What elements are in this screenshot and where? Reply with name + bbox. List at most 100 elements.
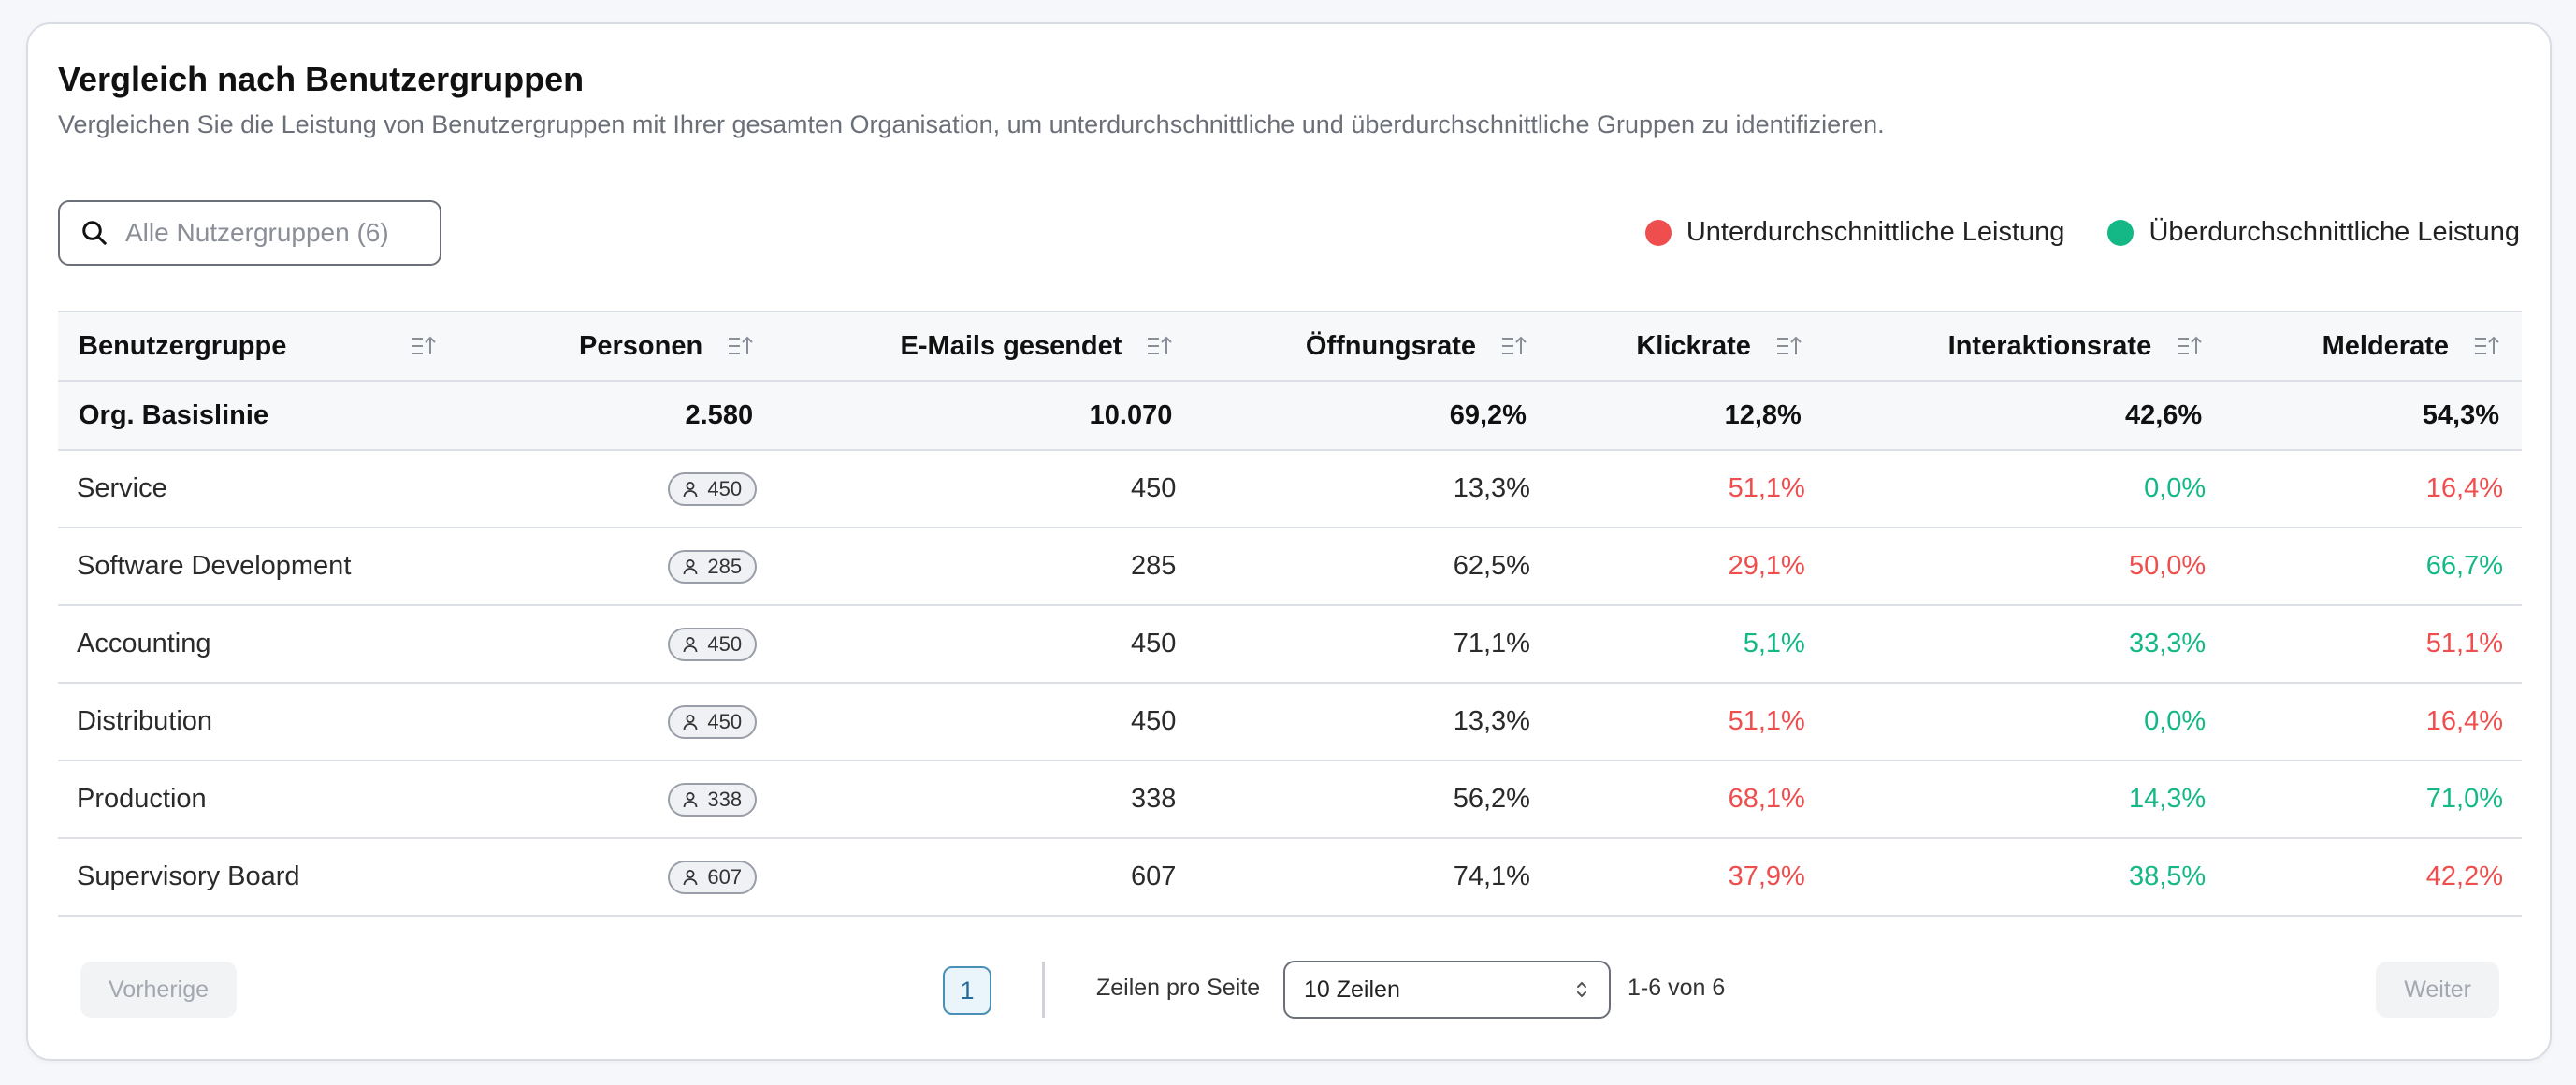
baseline-emails: 10.070: [1089, 399, 1173, 430]
column-header-label: Melderate: [2322, 330, 2450, 361]
table-row[interactable]: Accounting 450 450 71,1% 5,1% 33,3% 51,1%: [58, 606, 2522, 684]
table-row[interactable]: Service 450 450 13,3% 51,1% 0,0% 16,4%: [58, 451, 2522, 528]
sort-icon[interactable]: [1775, 334, 1803, 358]
below-average-dot: [1644, 219, 1672, 246]
click-rate: 51,1%: [1728, 706, 1805, 736]
column-header-emails[interactable]: E-Mails gesendet: [775, 331, 1194, 362]
click-rate: 68,1%: [1728, 784, 1805, 814]
search-box[interactable]: [58, 200, 441, 266]
people-count: 450: [707, 476, 743, 500]
emails-sent: 450: [1130, 473, 1177, 503]
baseline-click-rate: 12,8%: [1724, 399, 1802, 430]
interaction-rate: 50,0%: [2128, 551, 2207, 581]
sort-icon[interactable]: [1500, 334, 1528, 358]
chevron-up-down-icon: [1577, 982, 1586, 997]
legend-item-below: Unterdurchschnittliche Leistung: [1644, 217, 2065, 248]
baseline-row: Org. Basislinie 2.580 10.070 69,2% 12,8%…: [58, 382, 2522, 451]
people-cell: 450: [468, 704, 775, 739]
report-rate: 71,0%: [2425, 784, 2504, 814]
group-name: Distribution: [77, 706, 213, 736]
column-header-open-rate[interactable]: Öffnungsrate: [1194, 331, 1549, 362]
table-header-row: Benutzergruppe Personen E-Mails gesendet…: [58, 311, 2522, 382]
column-header-interaction-rate[interactable]: Interaktionsrate: [1824, 331, 2224, 362]
rows-per-page-select[interactable]: 10 Zeilen: [1283, 961, 1611, 1019]
people-count: 607: [707, 864, 743, 889]
people-cell: 450: [468, 627, 775, 661]
search-input[interactable]: [125, 218, 425, 248]
divider: [1042, 962, 1045, 1018]
sort-icon[interactable]: [2473, 334, 2501, 358]
above-average-dot: [2107, 219, 2135, 246]
next-button[interactable]: Weiter: [2376, 962, 2499, 1018]
click-rate: 51,1%: [1728, 473, 1805, 503]
column-header-label: Klickrate: [1636, 330, 1751, 361]
page-button-1[interactable]: 1: [943, 966, 991, 1015]
interaction-rate: 0,0%: [2144, 473, 2207, 503]
people-chip: 450: [668, 471, 758, 506]
people-count: 450: [707, 631, 743, 656]
person-icon: [683, 558, 698, 574]
rows-per-page-value: 10 Zeilen: [1304, 976, 1400, 1003]
previous-button[interactable]: Vorherige: [80, 962, 238, 1018]
column-header-report-rate[interactable]: Melderate: [2224, 331, 2522, 362]
column-header-label: E-Mails gesendet: [900, 330, 1122, 361]
open-rate: 13,3%: [1453, 473, 1530, 503]
person-icon: [683, 714, 698, 730]
click-rate: 5,1%: [1743, 629, 1805, 658]
interaction-rate: 14,3%: [2128, 784, 2207, 814]
people-cell: 285: [468, 549, 775, 584]
interaction-rate: 33,3%: [2128, 629, 2207, 658]
interaction-rate: 0,0%: [2144, 706, 2207, 736]
column-header-group[interactable]: Benutzergruppe: [58, 331, 468, 362]
click-rate: 29,1%: [1728, 551, 1805, 581]
card-title: Vergleich nach Benutzergruppen: [58, 60, 585, 98]
legend-label-above: Überdurchschnittliche Leistung: [2149, 217, 2520, 247]
people-count: 450: [707, 709, 743, 733]
table-row[interactable]: Distribution 450 450 13,3% 51,1% 0,0% 16,4%: [58, 684, 2522, 761]
emails-sent: 450: [1130, 629, 1177, 658]
table-row[interactable]: Production 338 338 56,2% 68,1% 14,3% 71,0%: [58, 761, 2522, 839]
table-row[interactable]: Software Development 285 285 62,5% 29,1% 50,0…: [58, 528, 2522, 606]
report-rate: 16,4%: [2425, 473, 2504, 503]
sort-icon[interactable]: [410, 334, 438, 358]
column-header-click-rate[interactable]: Klickrate: [1549, 331, 1824, 362]
sort-icon[interactable]: [2176, 334, 2204, 358]
legend-label-below: Unterdurchschnittliche Leistung: [1686, 217, 2065, 247]
click-rate: 37,9%: [1728, 861, 1805, 891]
column-header-label: Personen: [579, 330, 703, 361]
open-rate: 62,5%: [1453, 551, 1530, 581]
people-chip: 338: [668, 782, 758, 817]
card-subtitle: Vergleichen Sie die Leistung von Benutze…: [58, 110, 1885, 138]
people-chip: 450: [668, 704, 758, 739]
person-icon: [683, 791, 698, 807]
baseline-people: 2.580: [685, 399, 754, 430]
column-header-people[interactable]: Personen: [468, 331, 775, 362]
column-header-label: Interaktionsrate: [1947, 330, 2152, 361]
pagination-range: 1-6 von 6: [1628, 975, 1726, 1001]
people-chip: 450: [668, 627, 758, 661]
user-group-comparison-card: Vergleich nach Benutzergruppen Vergleich…: [26, 22, 2552, 1061]
people-chip: 285: [668, 549, 758, 584]
sort-icon[interactable]: [1146, 334, 1174, 358]
person-icon: [683, 869, 698, 885]
search-icon: [82, 221, 107, 245]
comparison-table: Benutzergruppe Personen E-Mails gesendet…: [58, 311, 2522, 917]
open-rate: 74,1%: [1453, 861, 1530, 891]
emails-sent: 285: [1130, 551, 1177, 581]
legend: Unterdurchschnittliche Leistung Überdurc…: [1644, 217, 2520, 248]
column-header-label: Benutzergruppe: [79, 330, 287, 361]
interaction-rate: 38,5%: [2128, 861, 2207, 891]
report-rate: 42,2%: [2425, 861, 2504, 891]
group-name: Supervisory Board: [77, 861, 300, 891]
group-name: Accounting: [77, 629, 211, 658]
sort-icon[interactable]: [727, 334, 755, 358]
table-row[interactable]: Supervisory Board 607 607 74,1% 37,9% 38,5% 42…: [58, 839, 2522, 917]
people-cell: 450: [468, 471, 775, 506]
baseline-name: Org. Basislinie: [79, 399, 269, 430]
people-cell: 338: [468, 782, 775, 817]
pagination-bar: Vorherige 1 Zeilen pro Seite 10 Zeilen 1…: [58, 960, 2522, 1020]
open-rate: 13,3%: [1453, 706, 1530, 736]
baseline-interaction-rate: 42,6%: [2124, 399, 2203, 430]
group-name: Production: [77, 784, 207, 814]
emails-sent: 607: [1130, 861, 1177, 891]
